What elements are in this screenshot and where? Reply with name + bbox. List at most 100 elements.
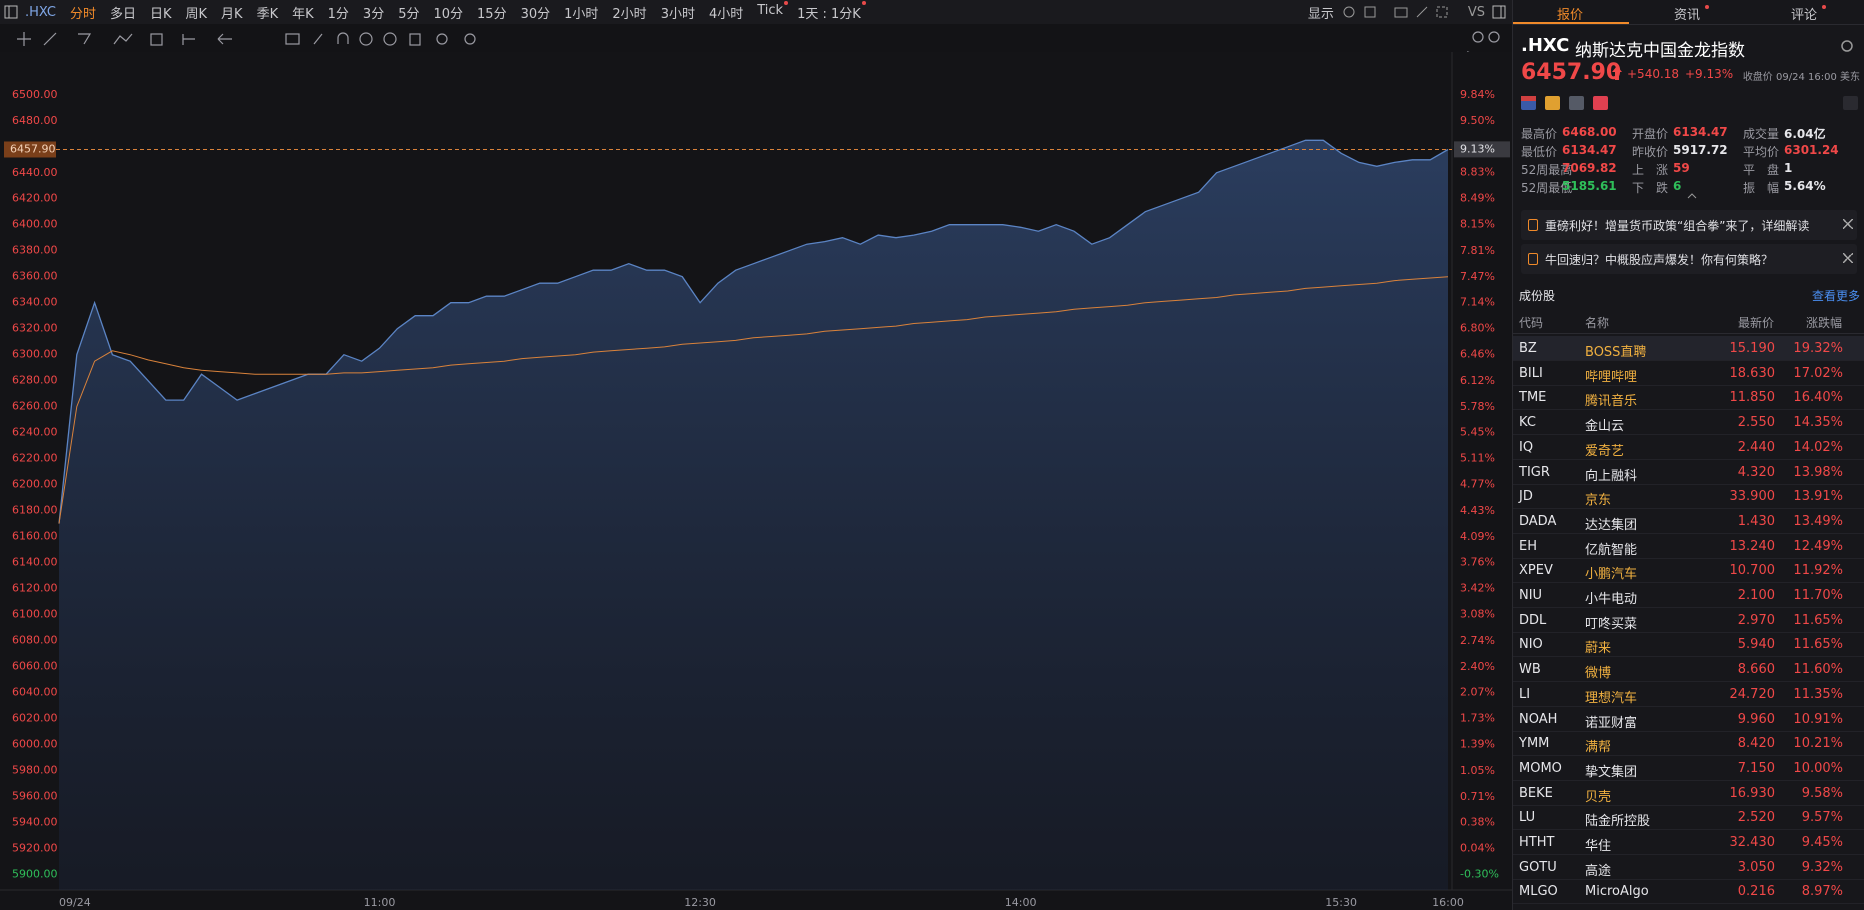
y2-tick-label: 9.50% — [1460, 114, 1495, 127]
table-row[interactable]: JD 京东 33.900 13.91% — [1513, 484, 1864, 510]
wave-tool[interactable] — [113, 33, 133, 45]
link-tool[interactable] — [436, 33, 448, 45]
panel-tab[interactable]: 评论 — [1790, 8, 1817, 23]
period-tab[interactable]: 年K — [292, 6, 314, 22]
stock-change: 10.21% — [1793, 736, 1843, 752]
pattern-tool[interactable] — [150, 33, 163, 46]
line-tool[interactable] — [43, 32, 57, 46]
period-tab[interactable]: Tick — [757, 0, 788, 22]
table-row[interactable]: MLGO MicroAlgo 0.216 8.97% — [1513, 879, 1864, 905]
table-row[interactable]: MOMO 挚文集团 7.150 10.00% — [1513, 756, 1864, 781]
period-tab[interactable]: 5分 — [398, 6, 420, 22]
table-row[interactable]: BZ BOSS直聘 15.190 19.32% — [1513, 336, 1864, 361]
table-row[interactable]: TME 腾讯音乐 11.850 16.40% — [1513, 385, 1864, 411]
table-row[interactable]: WB 微博 8.660 11.60% — [1513, 657, 1864, 683]
period-tab[interactable]: 季K — [256, 6, 279, 22]
stock-code: HTHT — [1519, 835, 1555, 850]
stat-value: 59 — [1673, 161, 1690, 175]
stock-name: 高途 — [1585, 863, 1612, 879]
compare-button[interactable]: VS — [1467, 4, 1485, 20]
close-button[interactable] — [1843, 253, 1853, 263]
stock-change: 13.91% — [1793, 489, 1843, 505]
table-row[interactable]: DADA 达达集团 1.430 13.49% — [1513, 509, 1864, 534]
table-row[interactable]: NOAH 诺亚财富 9.960 10.91% — [1513, 707, 1864, 732]
y2-tick-label: 5.45% — [1460, 425, 1495, 438]
stock-code: KC — [1519, 415, 1536, 431]
period-tab[interactable]: 15分 — [477, 6, 507, 22]
close-button[interactable] — [1843, 219, 1853, 229]
stock-code: LI — [1519, 686, 1531, 702]
last-price-label: 6457.90 — [10, 142, 56, 155]
drawing-toolbar — [17, 31, 1500, 52]
stock-name: 陆金所控股 — [1585, 814, 1651, 830]
column-header: 代码 — [1519, 316, 1544, 330]
panel-tab[interactable]: 资讯 — [1673, 8, 1700, 23]
panel-tab[interactable]: 报价 — [1556, 8, 1583, 23]
panel-toggle[interactable] — [1492, 5, 1506, 19]
settings-tool[interactable] — [464, 33, 476, 45]
news-item[interactable]: 牛回速归？中概股应声爆发！你有何策略？ — [1521, 244, 1857, 274]
table-row[interactable]: EH 亿航智能 13.240 12.49% — [1513, 534, 1864, 559]
period-tab[interactable]: 月K — [221, 6, 243, 22]
period-tab[interactable]: 30分 — [520, 6, 551, 22]
period-tab[interactable]: 3分 — [362, 6, 385, 22]
stock-change: 13.98% — [1793, 464, 1843, 480]
period-tab[interactable]: 2小时 — [612, 6, 647, 22]
table-row[interactable]: DDL 叮咚买菜 2.970 11.65% — [1513, 608, 1864, 633]
stock-price: 24.720 — [1729, 686, 1776, 702]
arrow-tool[interactable] — [217, 33, 232, 45]
move-tool[interactable] — [17, 32, 31, 46]
table-row[interactable]: GOTU 高途 3.050 9.32% — [1513, 855, 1864, 880]
stock-change: 11.35% — [1793, 686, 1843, 702]
period-tab[interactable]: 10分 — [433, 6, 464, 22]
lock-tool[interactable] — [359, 32, 373, 46]
stock-price: 3.050 — [1737, 859, 1775, 875]
period-tab[interactable]: 1小时 — [564, 6, 599, 22]
hide-tool[interactable] — [383, 32, 397, 46]
period-tab[interactable]: 多日 — [109, 6, 136, 22]
table-row[interactable]: HTHT 华住 32.430 9.45% — [1513, 830, 1864, 855]
layout-icon[interactable] — [4, 5, 18, 19]
table-row[interactable]: LU 陆金所控股 2.520 9.57% — [1513, 805, 1864, 831]
table-row[interactable]: XPEV 小鹏汽车 10.700 11.92% — [1513, 558, 1864, 584]
comment-tool[interactable] — [285, 33, 300, 45]
table-row[interactable]: TIGR 向上融科 4.320 13.98% — [1513, 460, 1864, 485]
stock-name: 向上融科 — [1585, 468, 1638, 484]
table-row[interactable]: KC 金山云 2.550 14.35% — [1513, 410, 1864, 436]
period-tab[interactable]: 3小时 — [660, 6, 695, 22]
clock-icon[interactable] — [1488, 31, 1500, 43]
table-row[interactable]: NIU 小牛电动 2.100 11.70% — [1513, 583, 1864, 608]
stock-price: 2.970 — [1737, 612, 1775, 628]
news-item[interactable]: 重磅利好！增量货币政策“组合拳”来了，详细解读 — [1521, 210, 1857, 240]
period-tab[interactable]: 分时 — [69, 6, 96, 22]
table-row[interactable]: YMM 满帮 8.420 10.21% — [1513, 731, 1864, 757]
zoom-out-icon[interactable] — [1472, 31, 1484, 43]
stat-value: 5.64% — [1784, 179, 1826, 193]
period-tab[interactable]: 周K — [185, 6, 208, 22]
magnet-tool[interactable] — [337, 32, 349, 44]
period-tab[interactable]: 4小时 — [708, 6, 744, 22]
period-tab[interactable]: 日K — [149, 6, 172, 22]
table-row[interactable]: IQ 爱奇艺 2.440 14.02% — [1513, 435, 1864, 460]
measure-tool[interactable] — [182, 34, 195, 45]
settings-icon[interactable] — [1839, 38, 1855, 54]
period-tab[interactable]: 1分 — [327, 6, 349, 22]
column-header[interactable]: 涨跌幅 — [1805, 316, 1842, 330]
table-row[interactable]: NIO 蔚来 5.940 11.65% — [1513, 632, 1864, 658]
period-tab[interactable]: 1天 : 1分K — [797, 0, 866, 22]
table-row[interactable]: LI 理想汽车 24.720 11.35% — [1513, 682, 1864, 707]
see-more[interactable]: 查看更多 — [1811, 289, 1860, 303]
quote-symbol: .HXC — [1521, 35, 1570, 56]
stock-name: BOSS直聘 — [1585, 345, 1647, 360]
table-row[interactable]: BEKE 贝壳 16.930 9.58% — [1513, 781, 1864, 806]
delete-tool[interactable] — [409, 33, 421, 46]
display-menu[interactable]: 显示 — [1307, 6, 1334, 22]
eraser-tool[interactable] — [313, 33, 323, 45]
y-tick-label: 6440.00 — [12, 166, 58, 179]
symbol[interactable]: .HXC — [25, 4, 56, 20]
table-row[interactable]: BILI 哔哩哔哩 18.630 17.02% — [1513, 361, 1864, 386]
column-header[interactable]: 最新价 — [1737, 316, 1774, 330]
channel-tool[interactable] — [78, 33, 92, 45]
stock-change: 9.45% — [1801, 835, 1843, 850]
collapse-icon[interactable] — [1687, 192, 1697, 200]
